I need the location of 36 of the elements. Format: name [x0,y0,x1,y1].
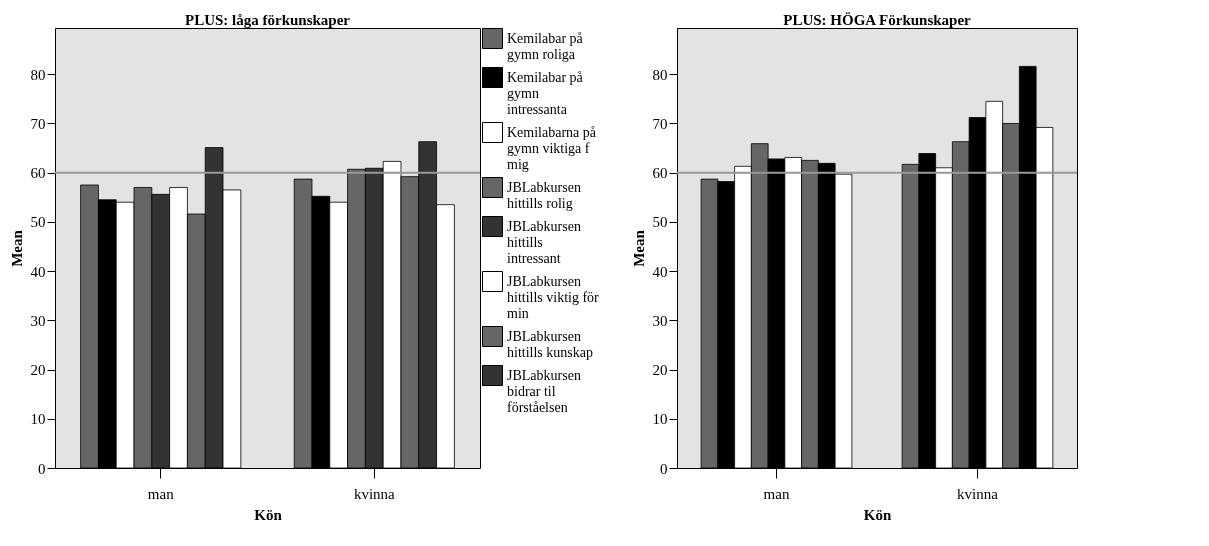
legend-label: JBLabkursen hittills kunskap [507,328,593,360]
y-tick-label: 20 [30,362,46,379]
x-tick-label: man [147,485,175,502]
chart-title: PLUS: HÖGA Förkunskaper [783,12,972,28]
y-tick-label: 50 [652,214,668,231]
legend-label: JBLabkursen hittills viktig för min [507,273,600,321]
legend-label: Kemilabar på gymn intressanta [507,69,584,117]
y-tick-label: 0 [660,460,668,477]
y-tick-label: 30 [30,312,46,329]
y-tick-label: 50 [30,214,46,231]
y-tick-label: 10 [30,411,46,428]
y-tick-label: 0 [38,460,46,477]
legend-label: JBLabkursen hittills intressant [507,218,581,266]
y-tick-label: 70 [652,115,668,132]
chart-title: PLUS: låga förkunskaper [184,12,351,28]
y-tick-label: 70 [30,115,46,132]
x-tick-label: kvinna [353,485,396,502]
x-axis-title: Kön [863,506,892,523]
y-tick-label: 20 [652,362,668,379]
y-axis-title: Mean [8,229,25,267]
y-axis-title: Mean [630,229,647,267]
legend-label: Kemilabar på gymn roliga [507,30,584,62]
y-tick-label: 10 [652,411,668,428]
y-tick-label: 60 [30,165,46,182]
x-tick-label: kvinna [957,485,999,502]
legend-label: Kemilabarna på gymn viktiga f mig [507,124,597,172]
y-tick-label: 40 [652,263,668,280]
legend-label: JBLabkursen bidrar til förståelsen [507,367,581,415]
x-tick-label: man [763,485,790,502]
y-tick-label: 60 [652,165,668,182]
y-tick-label: 40 [30,263,46,280]
y-tick-label: 80 [30,66,46,83]
legend-label: JBLabkursen hittills rolig [507,179,581,211]
y-tick-label: 30 [652,312,668,329]
x-axis-title: Kön [254,506,283,523]
y-tick-label: 80 [652,66,668,83]
